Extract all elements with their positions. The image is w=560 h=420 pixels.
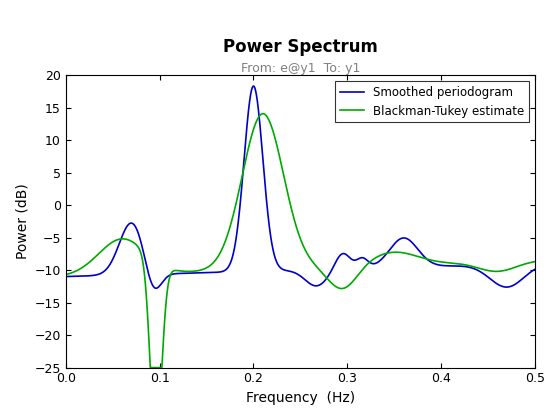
Blackman-Tukey estimate	[86, 260, 93, 265]
Line: Smoothed periodogram: Smoothed periodogram	[66, 86, 535, 288]
Blackman-Tukey estimate	[260, 111, 267, 116]
Blackman-Tukey estimate	[147, 365, 154, 370]
Smoothed periodogram	[279, 266, 286, 271]
X-axis label: Frequency  (Hz): Frequency (Hz)	[246, 391, 355, 405]
Legend: Smoothed periodogram, Blackman-Tukey estimate: Smoothed periodogram, Blackman-Tukey est…	[335, 81, 529, 122]
Text: Power Spectrum: Power Spectrum	[223, 38, 378, 56]
Blackman-Tukey estimate	[279, 165, 286, 170]
Smoothed periodogram	[86, 273, 93, 278]
Smoothed periodogram	[250, 84, 257, 89]
Smoothed periodogram	[152, 286, 159, 291]
Smoothed periodogram	[519, 277, 525, 282]
Smoothed periodogram	[432, 262, 439, 267]
Smoothed periodogram	[291, 270, 298, 275]
Blackman-Tukey estimate	[531, 259, 538, 264]
Title: From: e@y1  To: y1: From: e@y1 To: y1	[241, 62, 360, 75]
Smoothed periodogram	[518, 277, 525, 282]
Blackman-Tukey estimate	[518, 262, 525, 268]
Blackman-Tukey estimate	[519, 262, 525, 268]
Blackman-Tukey estimate	[291, 218, 298, 223]
Smoothed periodogram	[531, 267, 538, 272]
Blackman-Tukey estimate	[62, 272, 69, 277]
Blackman-Tukey estimate	[432, 259, 439, 264]
Line: Blackman-Tukey estimate: Blackman-Tukey estimate	[66, 114, 535, 368]
Y-axis label: Power (dB): Power (dB)	[15, 184, 29, 259]
Smoothed periodogram	[62, 274, 69, 279]
